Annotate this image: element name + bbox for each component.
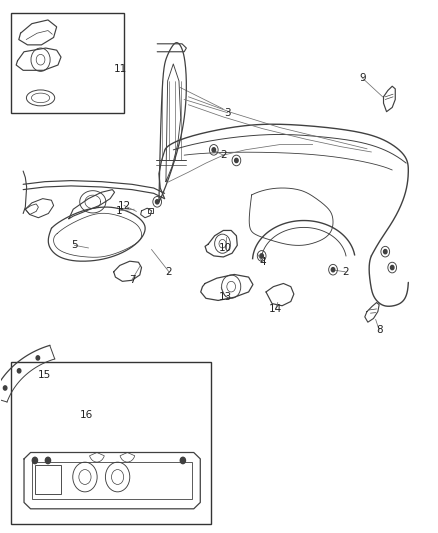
Circle shape	[180, 457, 185, 464]
Text: 8: 8	[376, 325, 382, 335]
Text: 15: 15	[38, 370, 52, 380]
Circle shape	[46, 457, 50, 464]
Text: 14: 14	[269, 304, 282, 314]
Text: 7: 7	[129, 274, 135, 285]
Text: 9: 9	[359, 73, 366, 83]
Bar	[11, 362, 211, 523]
Circle shape	[155, 200, 159, 204]
Circle shape	[36, 356, 39, 360]
Circle shape	[235, 158, 238, 163]
Circle shape	[260, 254, 263, 258]
Text: 2: 2	[342, 267, 349, 277]
Circle shape	[391, 265, 394, 270]
Text: 12: 12	[117, 200, 131, 211]
Bar	[11, 13, 124, 113]
Circle shape	[18, 369, 21, 373]
Circle shape	[331, 268, 335, 272]
Circle shape	[4, 386, 7, 390]
Circle shape	[212, 148, 215, 152]
Circle shape	[32, 457, 38, 464]
Text: 10: 10	[219, 243, 232, 253]
Bar	[148, 208, 153, 214]
Circle shape	[384, 249, 387, 254]
Text: 5: 5	[71, 240, 78, 251]
Text: 2: 2	[166, 267, 172, 277]
Text: 13: 13	[219, 292, 232, 302]
Text: 16: 16	[80, 410, 93, 420]
Text: 3: 3	[224, 108, 231, 118]
Text: 4: 4	[259, 257, 266, 267]
Text: 1: 1	[116, 206, 122, 216]
Text: 2: 2	[220, 150, 226, 160]
Bar	[35, 465, 61, 494]
Bar	[32, 462, 192, 499]
Text: 11: 11	[113, 64, 127, 74]
